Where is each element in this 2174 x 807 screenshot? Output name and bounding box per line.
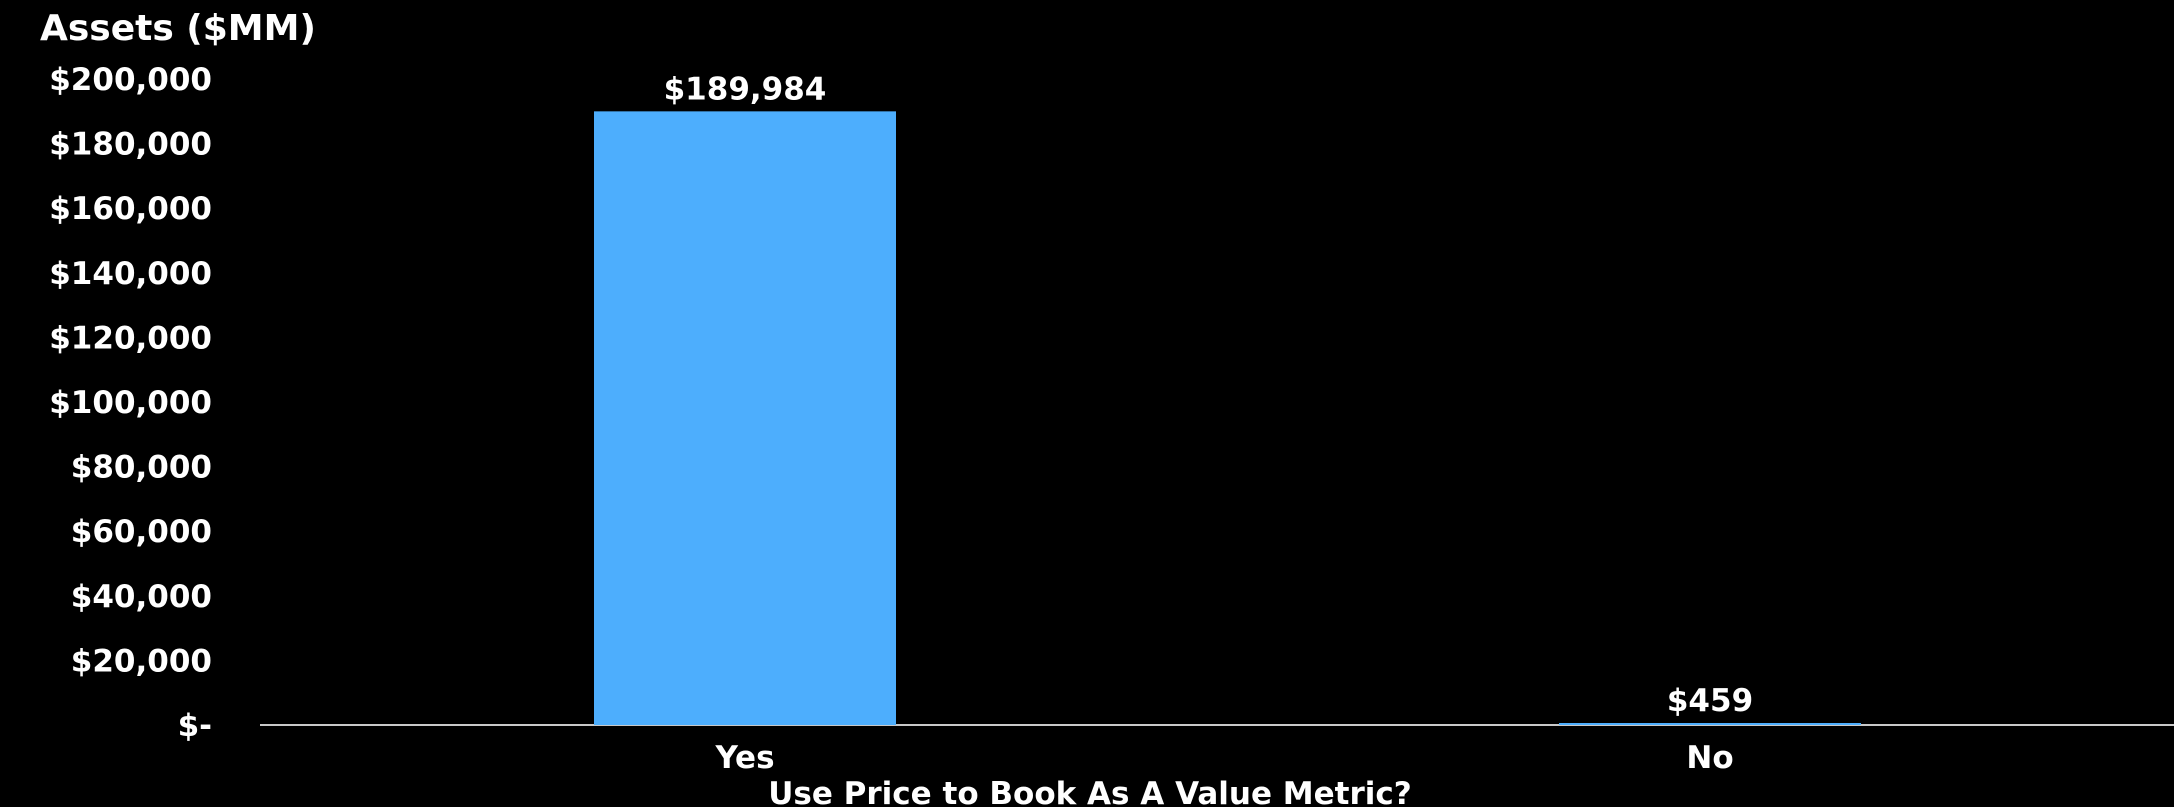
bars — [594, 111, 1861, 725]
data-label-no: $459 — [1667, 683, 1753, 719]
x-axis-title: Use Price to Book As A Value Metric? — [768, 776, 1412, 807]
bar-yes — [594, 111, 896, 725]
y-tick-label: $20,000 — [71, 643, 212, 679]
y-tick-label: $180,000 — [49, 127, 212, 163]
x-tick-label-no: No — [1686, 740, 1733, 776]
y-tick-label: $120,000 — [49, 320, 212, 356]
y-axis-title: Assets ($MM) — [40, 8, 316, 49]
data-labels: $189,984 $459 — [664, 71, 1754, 719]
x-axis-tick-labels: Yes No — [714, 740, 1733, 776]
data-label-yes: $189,984 — [664, 71, 827, 107]
y-tick-label: $100,000 — [49, 385, 212, 421]
bar-no — [1559, 723, 1861, 725]
y-tick-label: $- — [178, 708, 212, 744]
y-tick-label: $200,000 — [49, 62, 212, 98]
y-tick-label: $80,000 — [71, 450, 212, 486]
y-tick-label: $140,000 — [49, 256, 212, 292]
y-tick-label: $40,000 — [71, 579, 212, 615]
y-tick-label: $60,000 — [71, 514, 212, 550]
x-tick-label-yes: Yes — [714, 740, 774, 776]
y-axis-tick-labels: $- $20,000 $40,000 $60,000 $80,000 $100,000 $1… — [49, 62, 212, 744]
y-tick-label: $160,000 — [49, 191, 212, 227]
